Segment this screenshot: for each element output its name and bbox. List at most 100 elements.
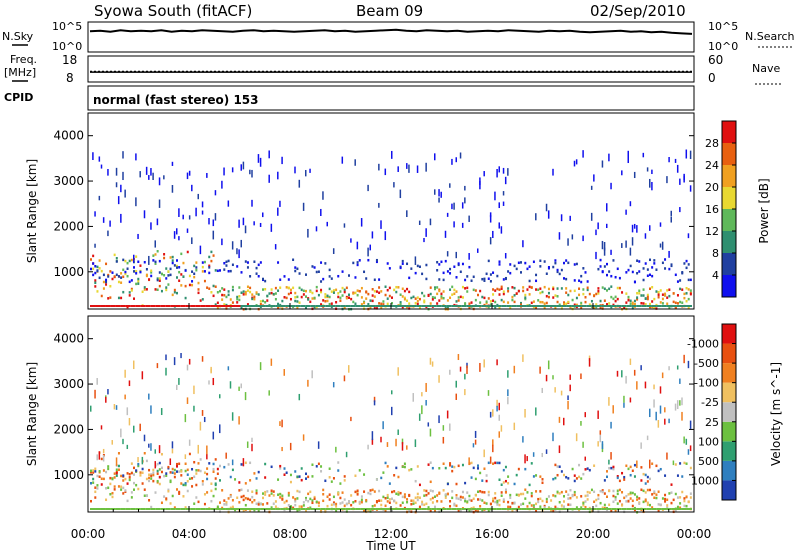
range-gate-cell (471, 305, 477, 307)
range-gate-cell (94, 389, 96, 399)
range-gate-cell (666, 452, 668, 460)
range-gate-cell (554, 387, 556, 393)
range-gate-cell (135, 272, 138, 275)
range-gate-cell (176, 384, 178, 390)
range-gate-cell (606, 508, 612, 510)
range-gate-cell (223, 167, 225, 176)
range-gate-cell (551, 508, 557, 510)
range-gate-cell (685, 259, 688, 263)
range-gate-cell (683, 292, 686, 296)
range-gate-cell (451, 465, 454, 468)
range-gate-cell (251, 199, 253, 207)
range-gate-cell (92, 262, 95, 265)
range-gate-cell (397, 166, 399, 172)
range-gate-cell (674, 492, 677, 496)
range-gate-cell (375, 307, 378, 310)
range-gate-cell (305, 496, 307, 500)
range-gate-cell (240, 463, 243, 466)
range-gate-cell (345, 502, 348, 506)
range-gate-cell (431, 298, 434, 301)
range-gate-cell (425, 162, 427, 172)
range-gate-cell (494, 461, 497, 465)
range-gate-cell (186, 364, 189, 371)
range-gate-cell (105, 470, 108, 474)
range-gate-cell (105, 283, 108, 286)
range-gate-cell (165, 508, 171, 510)
range-gate-cell (160, 408, 163, 416)
range-gate-cell (671, 508, 677, 510)
nave-label: Nave (752, 62, 780, 75)
range-gate-cell (631, 307, 634, 310)
range-gate-cell (567, 238, 569, 246)
range-gate-cell (563, 302, 565, 306)
range-gate-cell (633, 299, 636, 303)
range-gate-cell (489, 214, 492, 223)
range-gate-cell (345, 286, 348, 290)
range-gate-cell (453, 221, 455, 228)
range-gate-cell (464, 287, 467, 290)
range-gate-cell (612, 259, 615, 262)
range-gate-cell (502, 191, 505, 196)
range-gate-cell (92, 254, 95, 258)
range-gate-cell (421, 500, 424, 504)
range-gate-cell (141, 456, 144, 465)
range-gate-cell (320, 303, 323, 306)
range-gate-cell (186, 468, 189, 472)
range-gate-cell (250, 508, 256, 510)
range-gate-cell (156, 479, 159, 483)
range-gate-cell (113, 253, 116, 257)
range-gate-cell (573, 263, 576, 266)
range-gate-cell (167, 488, 170, 492)
range-gate-cell (423, 299, 426, 302)
range-gate-cell (545, 294, 548, 298)
range-gate-cell (436, 499, 439, 503)
range-gate-cell (120, 276, 123, 279)
range-gate-cell (631, 237, 634, 246)
range-gate-cell (565, 287, 568, 290)
range-gate-cell (626, 508, 632, 510)
range-gate-cell (113, 275, 116, 278)
range-gate-cell (305, 508, 311, 510)
range-gate-cell (391, 305, 396, 307)
range-gate-cell (431, 305, 437, 307)
range-gate-cell (532, 452, 535, 457)
range-gate-cell (461, 508, 467, 510)
range-gate-cell (575, 296, 578, 300)
range-gate-cell (552, 286, 555, 289)
range-gate-cell (354, 276, 357, 279)
range-gate-cell (216, 301, 219, 305)
range-gate-cell (203, 279, 206, 283)
range-gate-cell (223, 503, 226, 506)
range-gate-cell (328, 302, 331, 306)
range-gate-cell (358, 469, 361, 472)
range-gate-cell (326, 504, 329, 508)
range-gate-cell (350, 297, 353, 301)
freq-panel: Freq. [MHz] 18 8 60 0 Nave (4, 53, 782, 85)
range-gate-cell (324, 300, 327, 303)
range-gate-cell (178, 462, 181, 466)
range-gate-cell (616, 475, 619, 478)
range-gate-cell (191, 270, 194, 273)
range-gate-cell (214, 482, 217, 485)
range-gate-cell (434, 495, 436, 498)
range-gate-cell (369, 489, 372, 492)
range-gate-cell (661, 302, 664, 305)
range-gate-cell (137, 464, 140, 468)
range-gate-cell (244, 290, 247, 294)
range-gate-cell (578, 279, 581, 282)
range-gate-cell (294, 269, 297, 273)
range-gate-cell (641, 508, 647, 510)
range-gate-cell (431, 508, 437, 510)
range-gate-cell (666, 302, 669, 305)
range-gate-cell (596, 305, 602, 307)
range-gate-cell (320, 305, 326, 307)
range-gate-cell (401, 508, 407, 510)
range-gate-cell (253, 508, 256, 512)
range-gate-cell (418, 265, 421, 268)
range-gate-cell (246, 497, 249, 501)
range-gate-cell (188, 358, 191, 365)
range-gate-cell (681, 305, 687, 307)
range-gate-cell (358, 290, 361, 293)
range-gate-cell (580, 301, 583, 305)
